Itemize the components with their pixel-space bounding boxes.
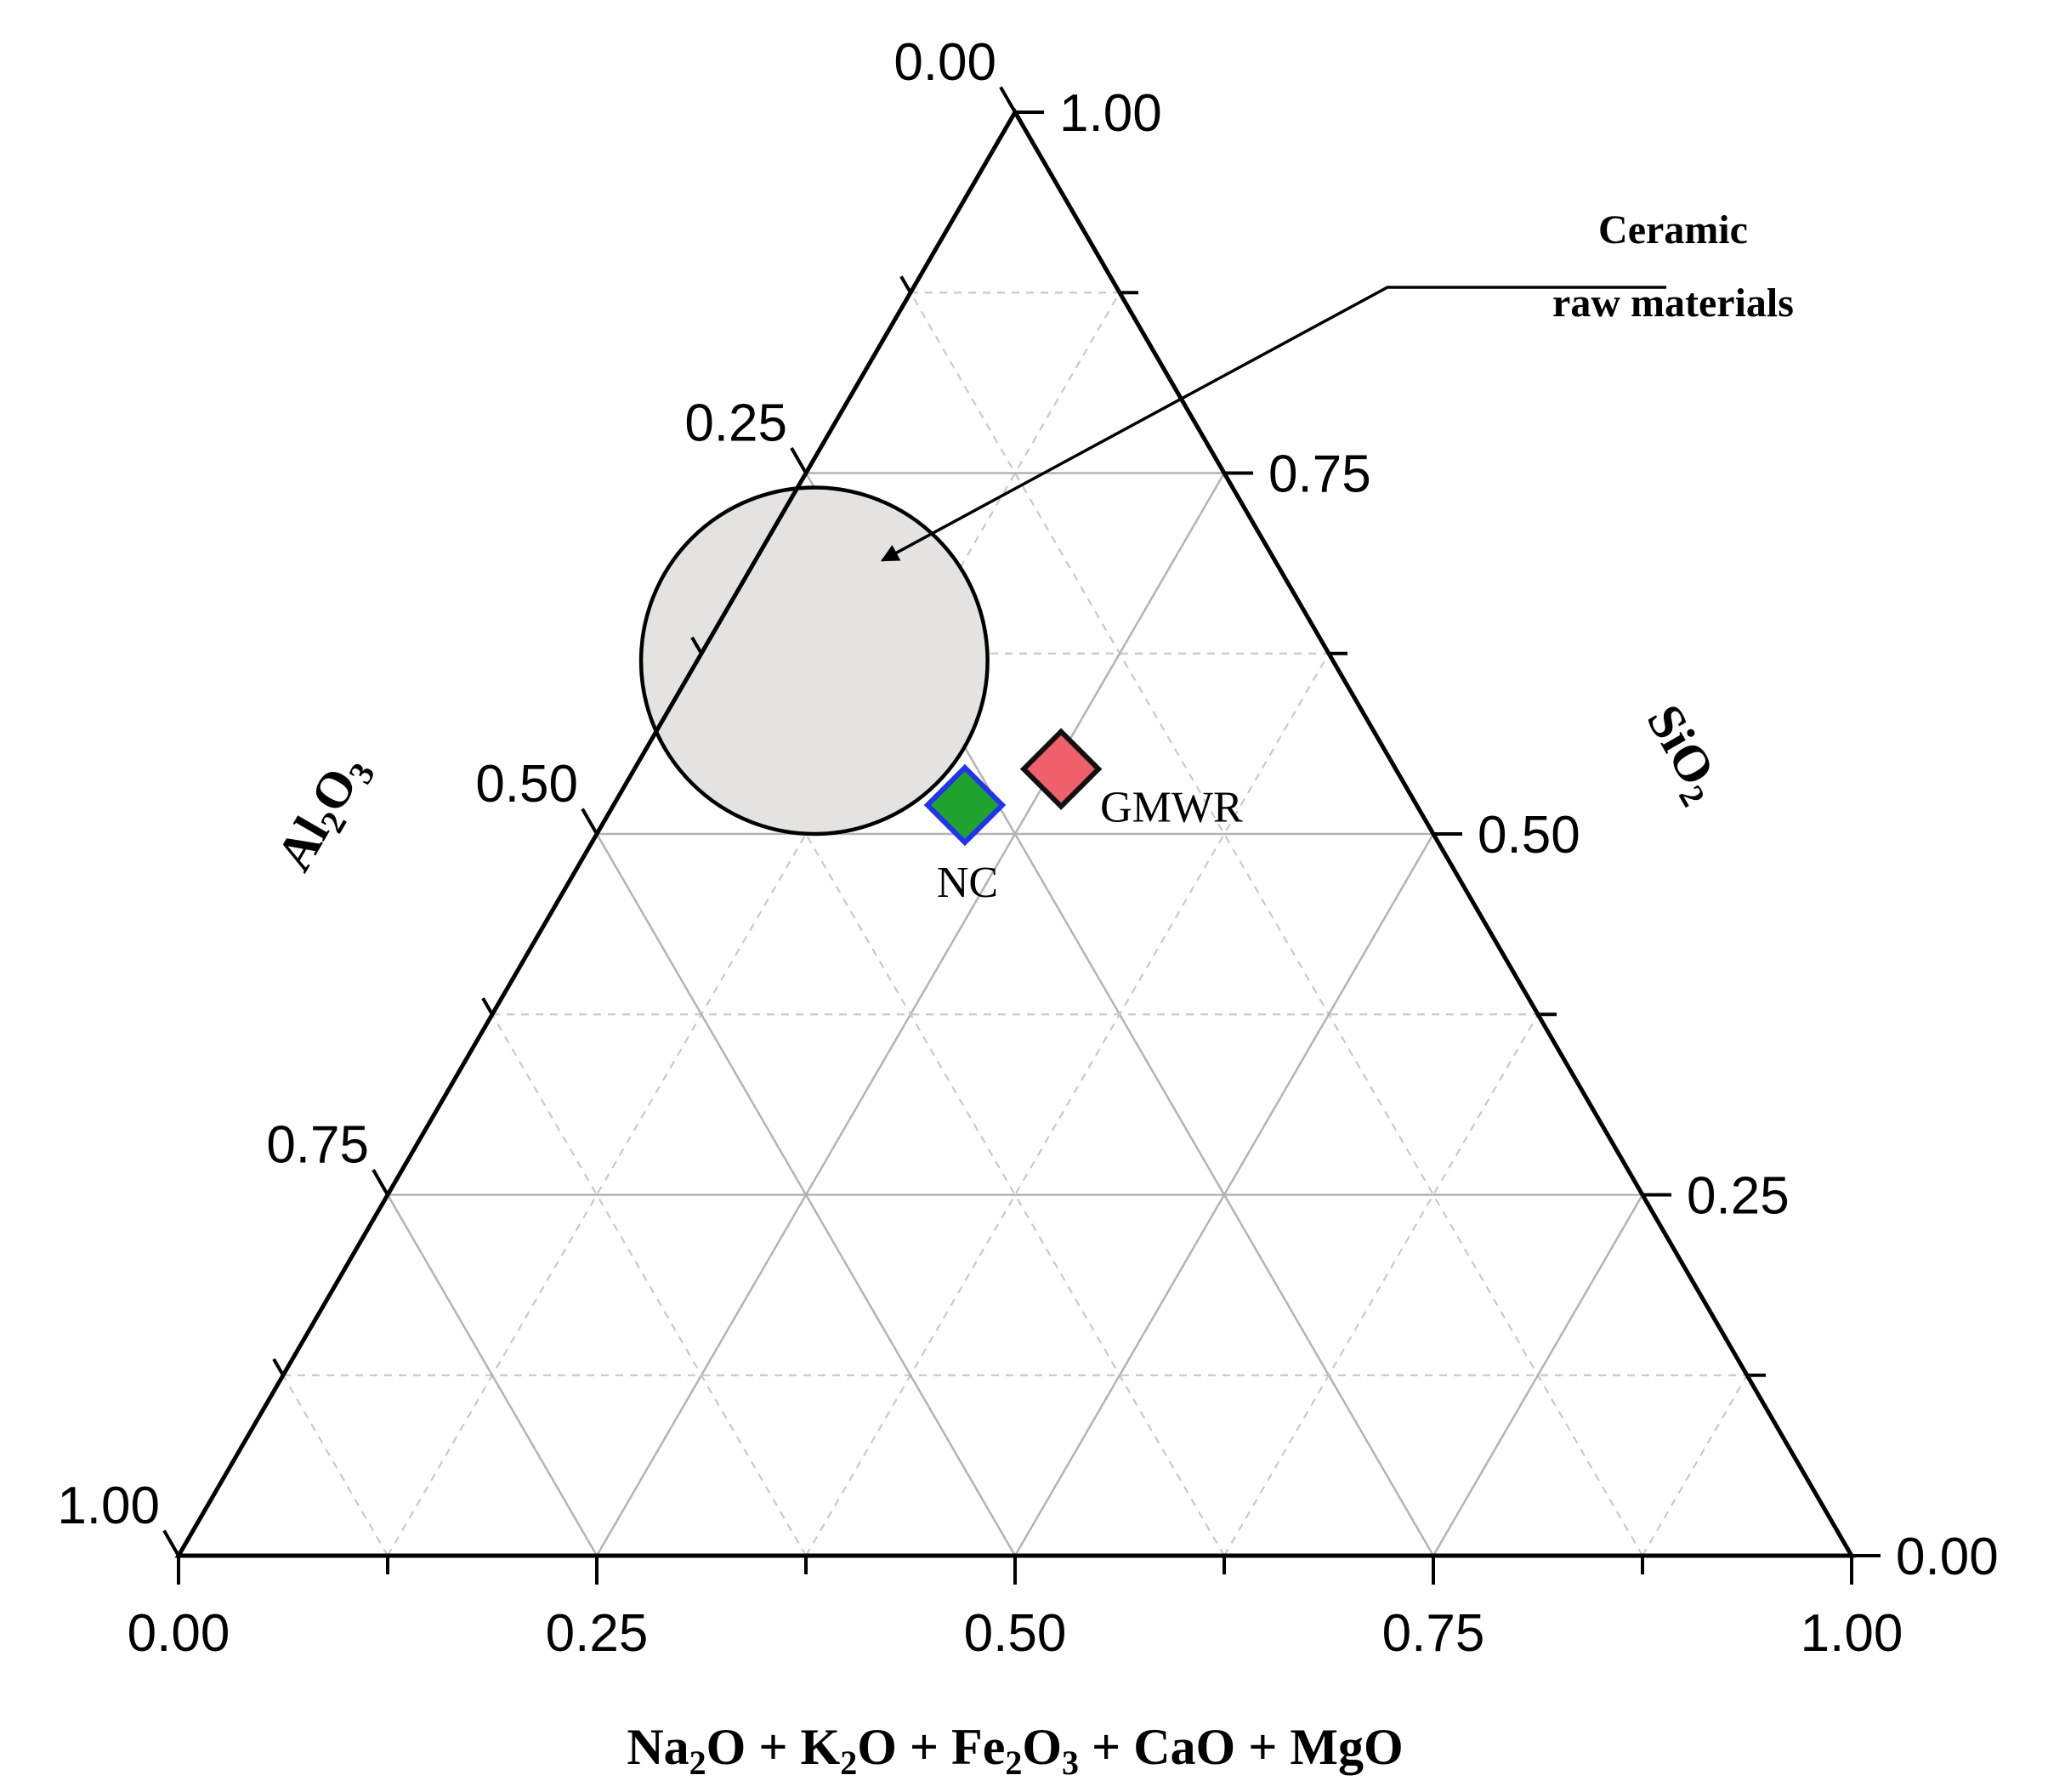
tick-left (481, 997, 494, 1016)
grid-line-flux (1432, 1194, 1644, 1557)
tick-label-right: 0.25 (1687, 1167, 1790, 1226)
grid-line-flux (387, 292, 1120, 1557)
tick-label-right: 0.75 (1268, 445, 1371, 504)
tick-label-bottom: 0.00 (128, 1604, 230, 1663)
tick-label-left: 0.50 (475, 755, 578, 814)
callout-arrow (880, 286, 1666, 562)
axis-title-right: SiO2 (1631, 695, 1734, 813)
tick-label-left: 0.75 (266, 1116, 369, 1175)
grid-line-al2o3 (595, 833, 1017, 1557)
tick-label-right: 1.00 (1059, 84, 1162, 143)
tick-labels: 0.00 0.00 0.00 0.25 0.25 0.25 0.50 0.50 0.50 0.75… (57, 33, 1998, 1663)
grid-line-al2o3 (910, 292, 1643, 1557)
tick-label-bottom: 1.00 (1801, 1604, 1903, 1663)
tick-label-left: 0.25 (684, 394, 787, 453)
grid-lines (282, 292, 1748, 1557)
grid-line-al2o3 (282, 1375, 389, 1557)
gmwr-point-marker (1019, 728, 1103, 810)
axis-title-bottom: Na2O + K2O + Fe2O3 + CaO + MgO (627, 1719, 1403, 1782)
grid-line-al2o3 (491, 1013, 807, 1557)
gmwr-point-label: GMWR (1100, 784, 1243, 832)
tick-left (999, 86, 1017, 114)
tick-left (581, 808, 599, 836)
grid-line-al2o3 (386, 1194, 599, 1557)
data-points: NC GMWR (923, 728, 1243, 907)
ceramic-region-circle (638, 485, 990, 836)
tick-label-bottom: 0.50 (964, 1604, 1067, 1663)
tick-left (372, 1169, 389, 1196)
tick-label-bottom: 0.25 (546, 1604, 649, 1663)
tick-left (899, 275, 912, 294)
axis-title-left: Al2O3 (265, 744, 382, 883)
tick-label-right: 0.00 (1896, 1528, 1999, 1586)
grid-line-flux (1013, 833, 1435, 1557)
region-label-line: Ceramic (1598, 207, 1748, 252)
grid-line-flux (1642, 1375, 1748, 1557)
tick-label-left: 0.00 (894, 33, 996, 92)
tick-left (690, 636, 703, 655)
nc-point-label: NC (937, 859, 998, 907)
grid-line-flux (1223, 1013, 1539, 1557)
tick-left (272, 1358, 285, 1376)
tick-left (162, 1529, 180, 1557)
tick-label-bottom: 0.75 (1382, 1604, 1485, 1663)
tick-left (790, 447, 808, 474)
tick-label-left: 1.00 (57, 1477, 160, 1535)
tick-marks (162, 86, 1881, 1585)
tick-label-right: 0.50 (1478, 806, 1580, 865)
nc-point-marker (923, 763, 1007, 847)
grid-line-flux (805, 653, 1330, 1557)
